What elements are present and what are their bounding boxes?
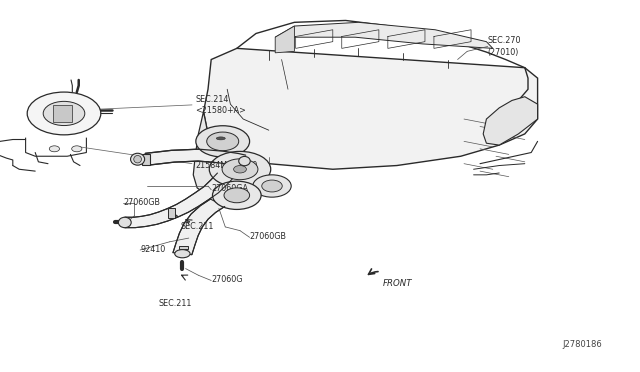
Text: SEC.270
(27010): SEC.270 (27010)	[488, 36, 521, 57]
Text: SEC.211: SEC.211	[180, 222, 214, 231]
Polygon shape	[125, 208, 178, 228]
Circle shape	[209, 151, 271, 187]
Circle shape	[207, 132, 239, 151]
Bar	[168, 208, 175, 218]
Ellipse shape	[175, 250, 190, 258]
Polygon shape	[145, 149, 246, 166]
Text: 27060GB: 27060GB	[250, 232, 287, 241]
Circle shape	[212, 181, 261, 209]
Ellipse shape	[216, 137, 225, 140]
Circle shape	[222, 159, 258, 180]
Ellipse shape	[44, 102, 84, 126]
Ellipse shape	[27, 92, 101, 135]
Text: FRONT: FRONT	[383, 279, 412, 288]
Text: 27060GA: 27060GA	[211, 185, 248, 193]
Circle shape	[196, 126, 250, 157]
Circle shape	[72, 146, 82, 152]
Circle shape	[224, 188, 250, 203]
Polygon shape	[275, 22, 493, 48]
Text: 92410: 92410	[140, 245, 165, 254]
FancyBboxPatch shape	[53, 105, 72, 122]
Ellipse shape	[134, 155, 141, 163]
Ellipse shape	[239, 157, 250, 166]
Text: SEC.214
<21580+A>: SEC.214 <21580+A>	[195, 95, 246, 115]
Ellipse shape	[131, 153, 145, 165]
Circle shape	[234, 166, 246, 173]
Circle shape	[49, 146, 60, 152]
Text: SEC.211: SEC.211	[159, 299, 192, 308]
Text: 92400: 92400	[232, 161, 257, 170]
Text: 21584M: 21584M	[195, 161, 227, 170]
Ellipse shape	[118, 217, 131, 228]
Bar	[142, 154, 150, 165]
Text: 27060GB: 27060GB	[123, 198, 160, 207]
Text: J2780186: J2780186	[562, 340, 602, 349]
Circle shape	[253, 175, 291, 197]
Bar	[179, 246, 188, 249]
Text: 27060G: 27060G	[211, 275, 243, 284]
Polygon shape	[483, 97, 538, 145]
Polygon shape	[193, 112, 237, 193]
Polygon shape	[204, 48, 538, 169]
Polygon shape	[173, 199, 225, 255]
Polygon shape	[275, 26, 294, 53]
Polygon shape	[167, 173, 233, 217]
Circle shape	[262, 180, 282, 192]
